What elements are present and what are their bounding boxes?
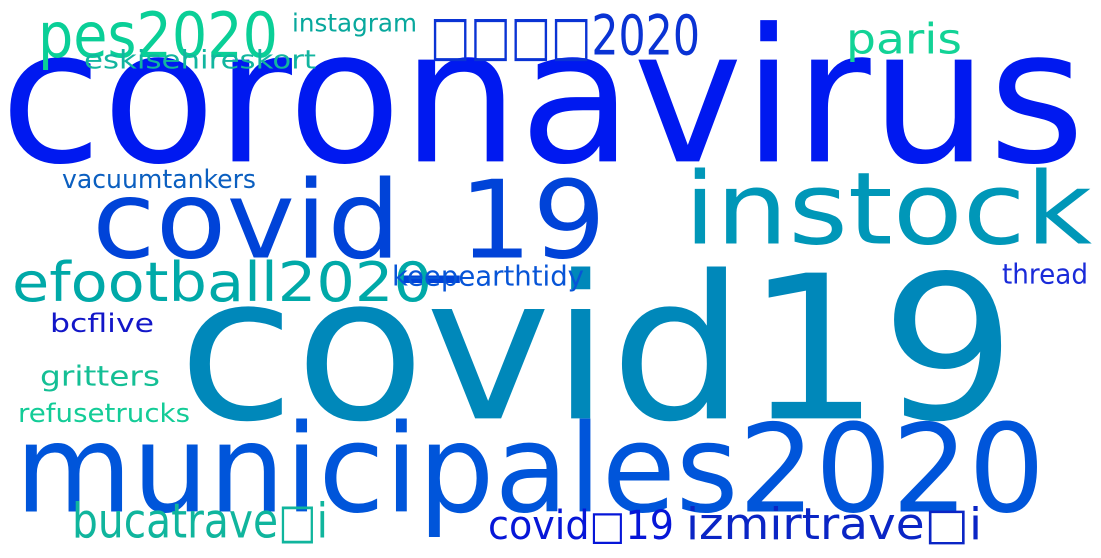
word-eskisehireskort: eskisehireskort xyxy=(84,45,316,76)
word-efootball2020: efootball2020 xyxy=(12,251,433,315)
word-paris: paris xyxy=(846,14,963,64)
word-keepearthtidy: keepearthtidy xyxy=(392,261,585,294)
word-instock: instock xyxy=(684,151,1093,268)
word-vacuumtankers: vacuumtankers xyxy=(62,165,257,196)
word-unknown-glyphs-2020: □□□□2020 xyxy=(430,3,701,68)
word-pes2020: pes2020 xyxy=(38,0,279,73)
word-bcflive: bcflive xyxy=(50,309,154,340)
word-instagram: instagram xyxy=(292,9,417,39)
word-gritters: gritters xyxy=(40,361,160,394)
word-coronavirus: coronavirus xyxy=(0,0,1086,206)
word-covid19: covid19 xyxy=(178,233,1017,466)
word-covid-underscore-19: covid_19 xyxy=(92,158,607,285)
word-bucatraveli: bucatrave□i xyxy=(72,494,328,550)
word-refusetrucks: refusetrucks xyxy=(18,399,190,430)
word-izmirtraveli: izmirtrave□i xyxy=(686,498,982,550)
word-municipales2020: municipales2020 xyxy=(15,399,1045,542)
word-covid-glyph-19: covid□19 xyxy=(488,502,675,550)
word-thread: thread xyxy=(1002,259,1089,292)
